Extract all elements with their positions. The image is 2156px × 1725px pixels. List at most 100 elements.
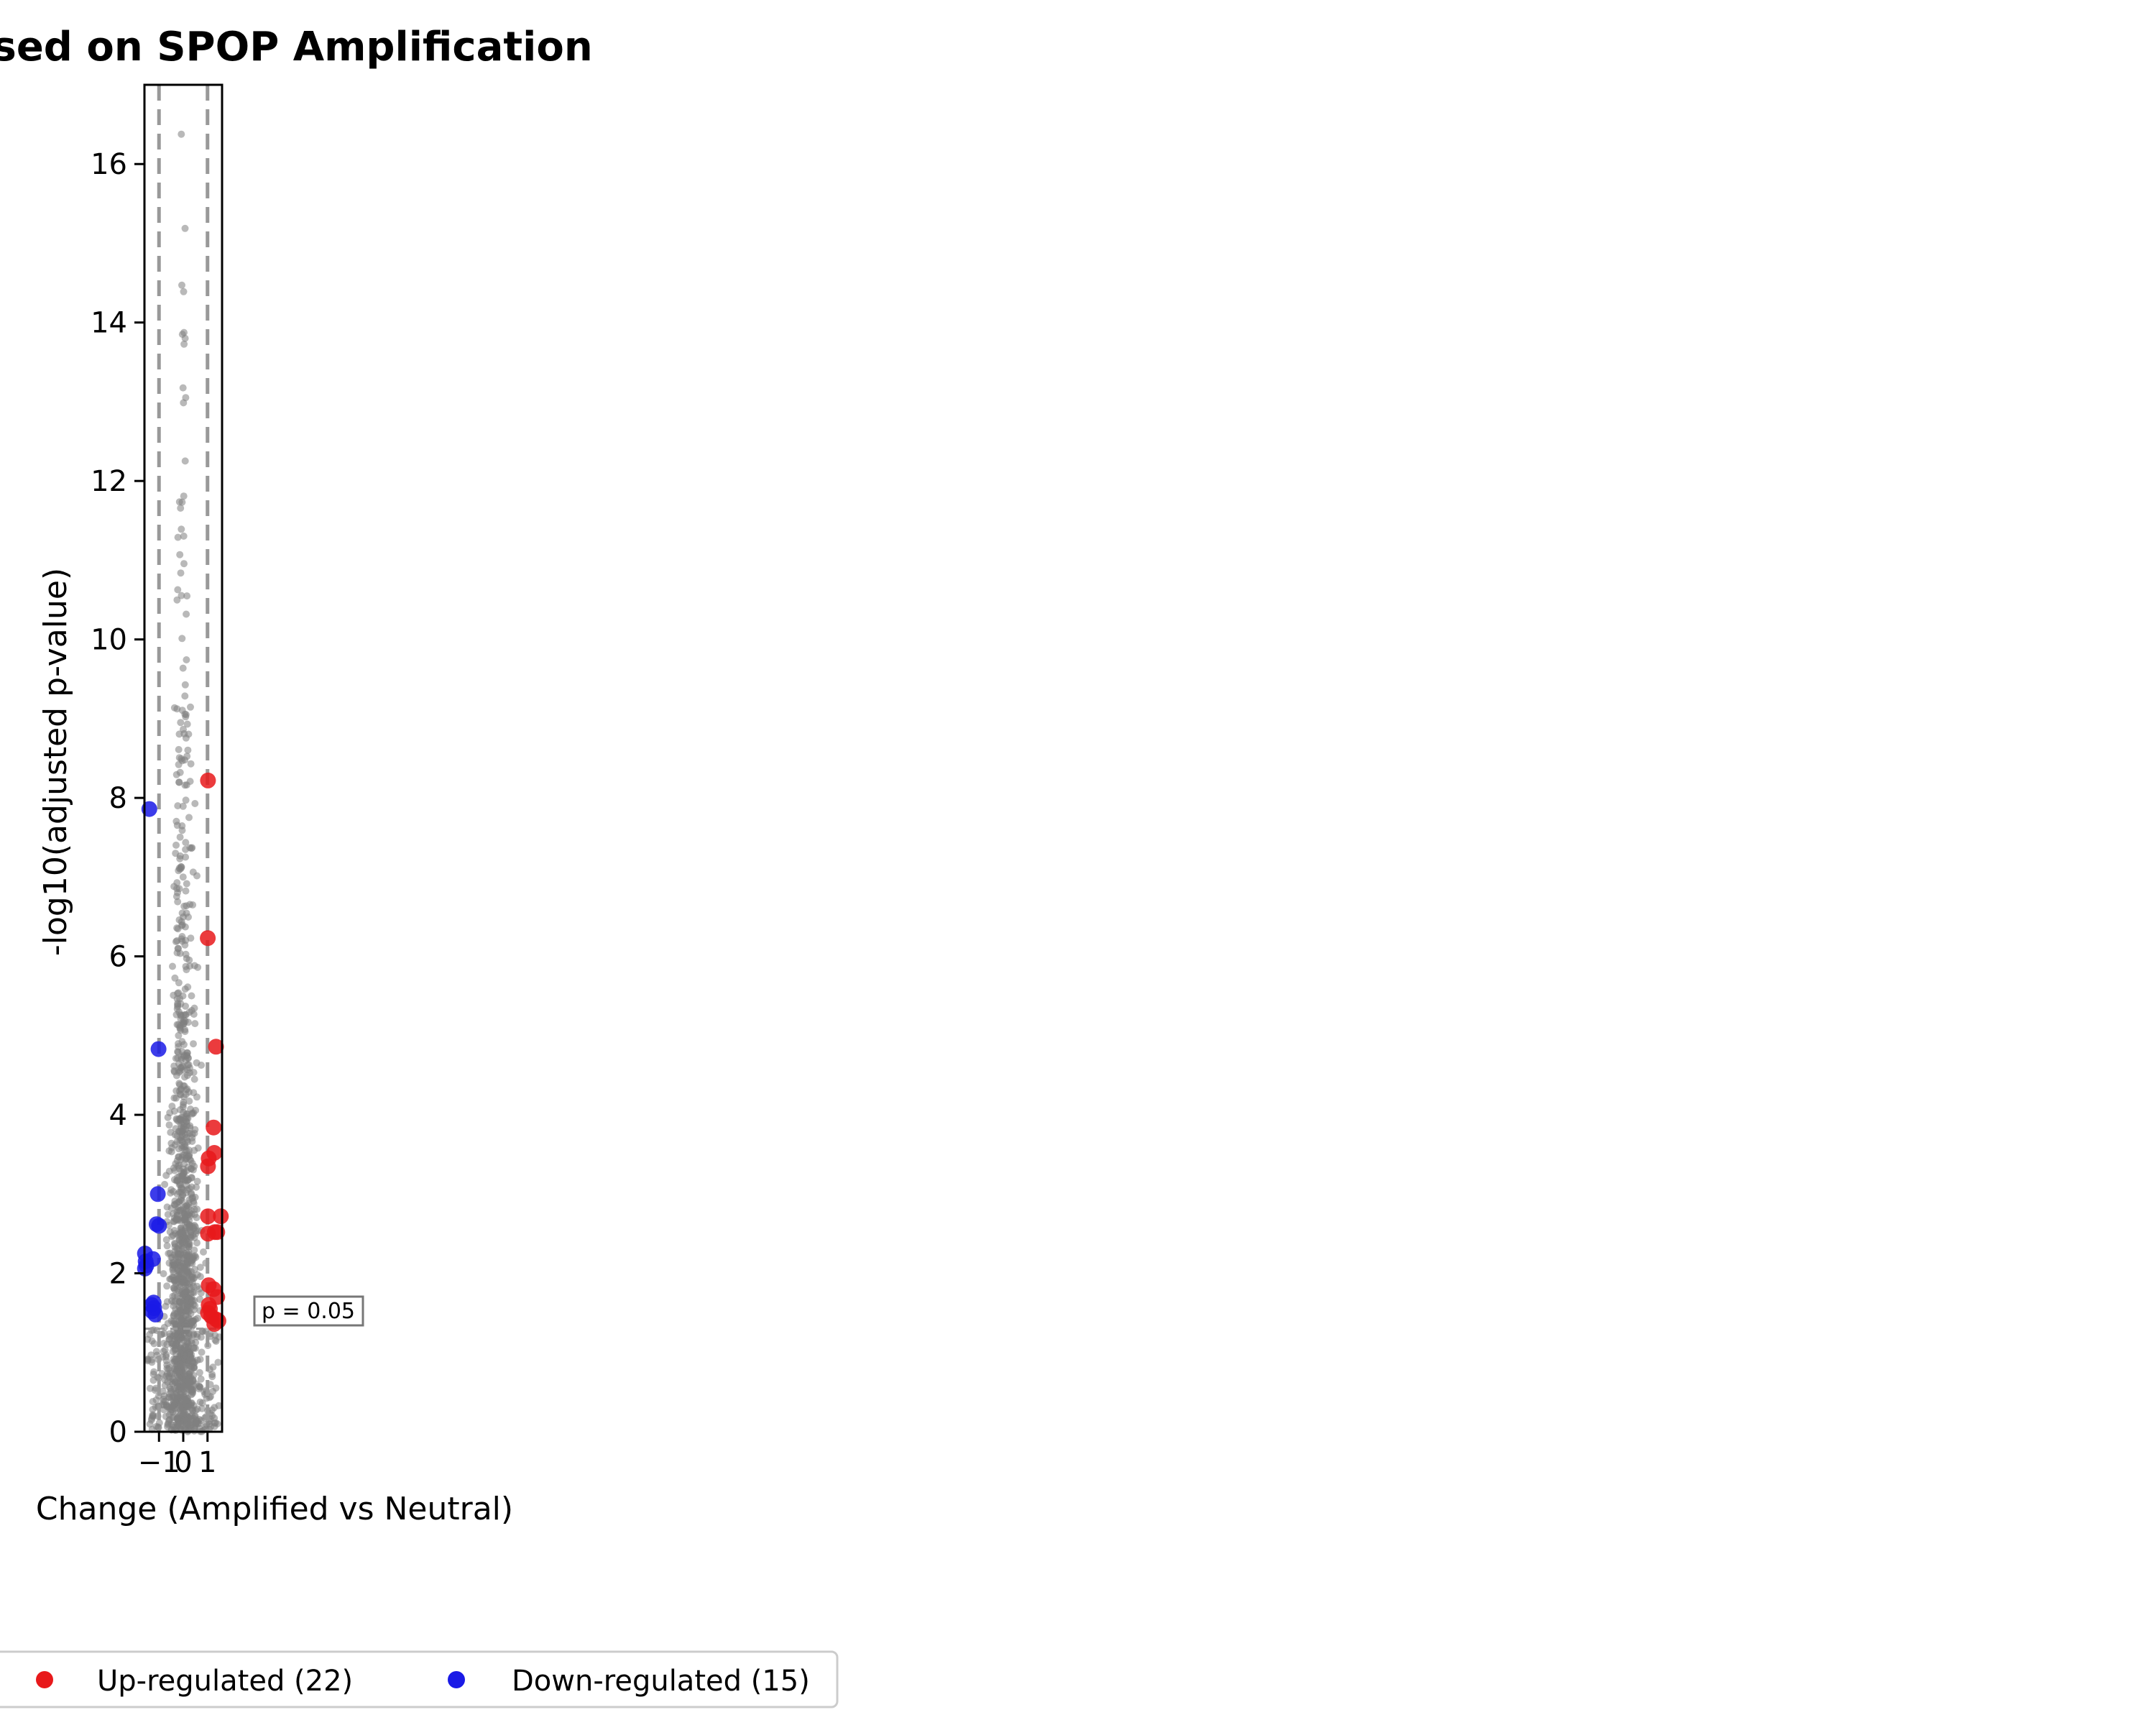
ns-point <box>165 1121 173 1129</box>
ns-point <box>158 1370 166 1378</box>
ns-point <box>192 1338 200 1346</box>
ns-point <box>190 1364 198 1372</box>
ns-point <box>180 532 188 540</box>
ns-point <box>187 760 195 768</box>
ns-point <box>181 1073 188 1081</box>
ns-point <box>183 954 190 962</box>
ns-point <box>178 525 185 533</box>
ns-point <box>174 1162 182 1170</box>
ns-point <box>183 592 191 600</box>
ns-point <box>191 800 199 807</box>
ns-point <box>164 1320 172 1328</box>
ns-point <box>182 887 190 895</box>
ns-point <box>175 867 183 875</box>
ns-point <box>146 1420 154 1428</box>
ns-point <box>177 1091 185 1099</box>
up-regulated-point <box>200 1158 216 1174</box>
ns-point <box>175 1251 183 1259</box>
ns-point <box>175 1215 183 1223</box>
ns-point <box>193 1177 201 1185</box>
ns-point <box>178 1363 185 1371</box>
ns-point <box>193 1059 201 1067</box>
ns-point <box>180 1108 188 1116</box>
ns-point <box>189 1274 197 1282</box>
ns-point <box>180 1228 188 1236</box>
ns-point <box>185 814 193 822</box>
y-tick-label: 2 <box>109 1258 127 1291</box>
legend-frame <box>0 1650 839 1708</box>
ns-point <box>185 1184 193 1192</box>
ns-point <box>190 1358 198 1366</box>
ns-point <box>173 1424 181 1432</box>
ns-point <box>184 1163 192 1171</box>
ns-point <box>174 898 182 906</box>
y-axis-ticks: 0 2 4 6 8 10 12 14 16 <box>91 148 144 1449</box>
ns-point <box>172 1389 180 1397</box>
up-regulated-point <box>200 930 216 947</box>
ns-point <box>181 681 189 689</box>
ns-point <box>191 1020 199 1028</box>
ns-point <box>198 1404 206 1412</box>
ns-point <box>180 340 188 348</box>
ns-point <box>193 1282 201 1290</box>
ns-point <box>160 1392 168 1400</box>
plot-area <box>137 83 229 1435</box>
ns-point <box>186 778 194 786</box>
ns-point <box>172 1345 180 1353</box>
ns-point <box>170 1284 178 1292</box>
ns-point <box>178 1056 185 1063</box>
down-regulated-point <box>149 1186 166 1202</box>
ns-point <box>173 924 181 932</box>
ns-point <box>160 1330 168 1338</box>
ns-point <box>175 760 183 768</box>
ns-point <box>163 1282 171 1290</box>
ns-point <box>169 962 176 970</box>
significance-annotation: p = 0.05 <box>253 1295 364 1327</box>
ns-point <box>180 1371 188 1379</box>
ns-point <box>160 1340 167 1347</box>
ns-point <box>190 1146 198 1154</box>
ns-point <box>176 1307 184 1315</box>
ns-point <box>181 692 189 700</box>
ns-point <box>192 1254 200 1261</box>
ns-point <box>178 909 186 917</box>
ns-point <box>178 1194 185 1202</box>
ns-point <box>177 1128 185 1136</box>
up-regulated-point <box>213 1208 229 1225</box>
ns-point <box>180 492 188 500</box>
ns-point <box>174 1003 182 1011</box>
ns-point <box>186 1156 194 1164</box>
ns-point <box>176 833 184 841</box>
ns-point <box>170 1274 177 1282</box>
legend-label-up: Up-regulated (22) <box>97 1665 353 1698</box>
ns-point <box>168 1233 176 1241</box>
ns-point <box>184 1358 192 1366</box>
y-tick-label: 6 <box>109 941 127 974</box>
y-tick-label: 8 <box>109 782 127 815</box>
ns-point <box>184 746 192 754</box>
ns-point <box>173 949 181 957</box>
ns-point <box>175 1031 183 1039</box>
ns-point <box>179 664 187 672</box>
ns-point <box>174 533 182 541</box>
ns-point <box>178 635 186 643</box>
ns-point <box>170 1320 178 1328</box>
ns-point <box>209 1387 217 1395</box>
ns-point <box>177 1184 185 1192</box>
ns-point <box>185 1196 193 1204</box>
y-tick-label: 14 <box>91 307 127 340</box>
ns-point <box>170 1268 178 1276</box>
ns-point <box>172 1356 180 1363</box>
series-0 <box>200 772 229 1333</box>
x-axis-label: Change (Amplified vs Neutral) <box>36 1491 513 1527</box>
ns-point <box>183 1066 191 1074</box>
down-regulated-point <box>144 1297 160 1313</box>
ns-point <box>174 1417 182 1425</box>
ns-point <box>180 560 188 568</box>
ns-point <box>179 1263 187 1271</box>
ns-point <box>196 1273 204 1281</box>
ns-point <box>194 963 202 971</box>
ns-point <box>180 1275 188 1283</box>
ns-point <box>171 1197 179 1205</box>
ns-point <box>160 1348 167 1355</box>
